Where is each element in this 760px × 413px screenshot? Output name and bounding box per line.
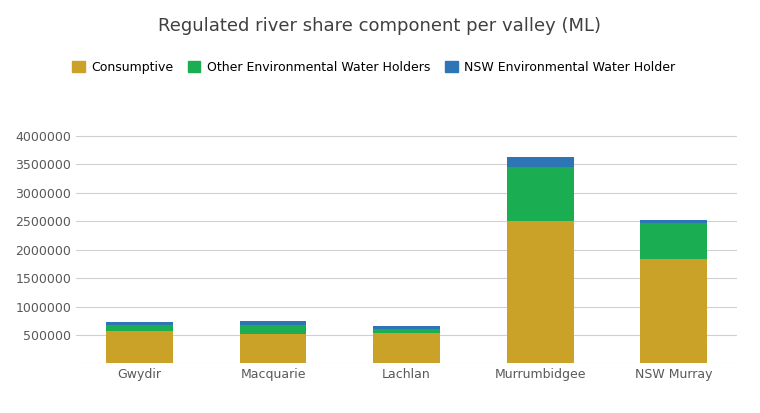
Bar	[239, 325, 306, 335]
Bar	[373, 333, 440, 363]
Bar	[641, 259, 707, 363]
Legend: Consumptive, Other Environmental Water Holders, NSW Environmental Water Holder: Consumptive, Other Environmental Water H…	[67, 56, 680, 79]
Bar	[373, 326, 440, 329]
Bar	[106, 322, 173, 325]
Bar	[507, 167, 574, 221]
Text: Regulated river share component per valley (ML): Regulated river share component per vall…	[159, 17, 601, 35]
Bar	[641, 220, 707, 223]
Bar	[373, 329, 440, 333]
Bar	[507, 221, 574, 363]
Bar	[239, 335, 306, 363]
Bar	[239, 321, 306, 325]
Bar	[106, 331, 173, 363]
Bar	[641, 223, 707, 259]
Bar	[106, 325, 173, 331]
Bar	[507, 157, 574, 167]
